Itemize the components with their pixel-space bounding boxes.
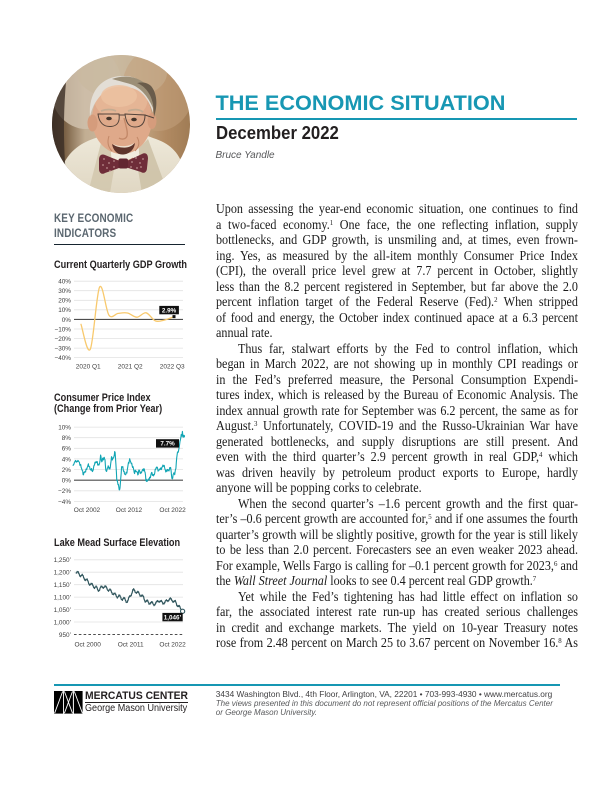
svg-text:40%: 40% xyxy=(58,279,71,286)
svg-text:20%: 20% xyxy=(58,298,71,305)
svg-text:−2%: −2% xyxy=(58,488,71,495)
svg-text:10%: 10% xyxy=(58,425,71,432)
svg-text:−40%: −40% xyxy=(54,355,71,362)
svg-text:8%: 8% xyxy=(62,435,72,442)
svg-text:2020 Q1: 2020 Q1 xyxy=(76,364,101,371)
svg-text:1,250’: 1,250’ xyxy=(54,557,72,564)
svg-text:30%: 30% xyxy=(58,288,71,295)
svg-text:2%: 2% xyxy=(62,467,72,474)
svg-text:Oct 2022: Oct 2022 xyxy=(159,507,186,514)
svg-text:10%: 10% xyxy=(58,307,71,314)
svg-text:7.7%: 7.7% xyxy=(160,441,175,448)
svg-text:0%: 0% xyxy=(62,317,72,324)
svg-text:Oct 2000: Oct 2000 xyxy=(75,641,102,648)
svg-text:1,150’: 1,150’ xyxy=(54,582,72,589)
svg-text:−30%: −30% xyxy=(54,346,71,353)
svg-text:1,046’: 1,046’ xyxy=(164,614,182,621)
svg-text:6%: 6% xyxy=(62,446,72,453)
svg-text:0%: 0% xyxy=(62,478,72,485)
svg-text:−4%: −4% xyxy=(58,499,71,506)
svg-text:950’: 950’ xyxy=(59,632,72,639)
svg-text:Oct 2022: Oct 2022 xyxy=(159,641,186,648)
svg-text:2022 Q3: 2022 Q3 xyxy=(160,364,185,371)
svg-text:4%: 4% xyxy=(62,456,72,463)
svg-text:Oct 2012: Oct 2012 xyxy=(116,507,143,514)
svg-text:1,050’: 1,050’ xyxy=(54,607,72,614)
svg-text:1,200’: 1,200’ xyxy=(54,570,72,577)
svg-text:Oct 2002: Oct 2002 xyxy=(74,507,101,514)
svg-text:−20%: −20% xyxy=(54,336,71,343)
svg-text:2.9%: 2.9% xyxy=(162,307,177,314)
svg-text:1,100’: 1,100’ xyxy=(54,595,72,602)
svg-text:−10%: −10% xyxy=(54,326,71,333)
svg-text:2021 Q2: 2021 Q2 xyxy=(118,364,143,371)
svg-text:Oct 2011: Oct 2011 xyxy=(118,641,144,648)
svg-text:1,000’: 1,000’ xyxy=(54,620,72,627)
